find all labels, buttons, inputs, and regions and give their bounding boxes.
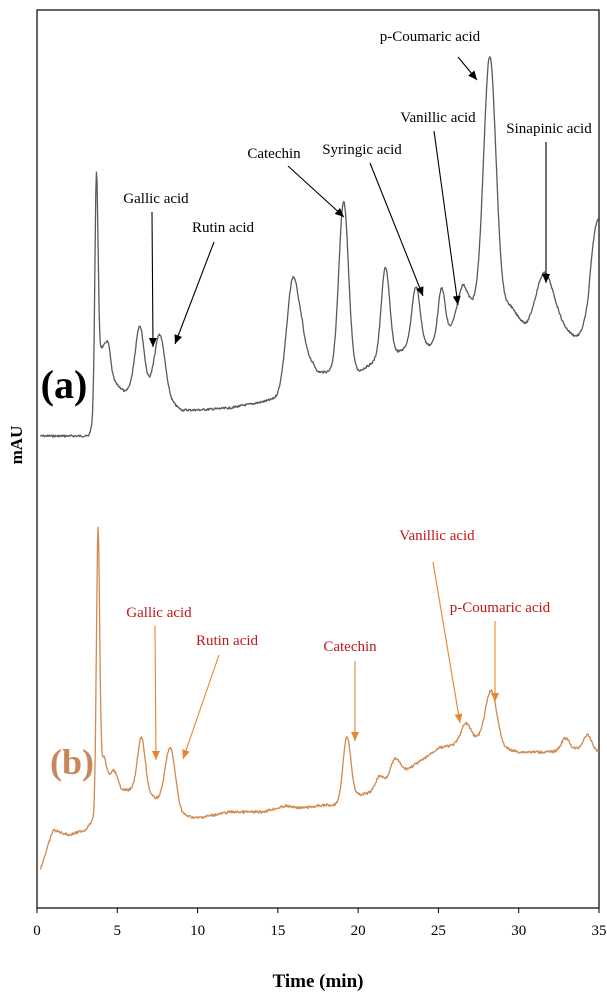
x-axis-label: Time (min) xyxy=(273,971,364,992)
panel-letter-a: (a) xyxy=(41,362,88,407)
annotation-arrowhead xyxy=(351,732,359,741)
annotation-arrow-line xyxy=(151,211,154,348)
annotation-arrow-line xyxy=(174,241,215,345)
annotation-arrowhead xyxy=(542,274,550,283)
x-tick-label: 35 xyxy=(592,923,607,939)
b-label-rutin-acid: Rutin acid xyxy=(196,633,259,649)
b-annotation-rutin-acid: Rutin acid xyxy=(182,633,259,760)
a-annotation-sinapinic-acid: Sinapinic acid xyxy=(506,121,592,283)
a-label-catechin: Catechin xyxy=(247,146,301,162)
x-tick-label: 20 xyxy=(351,923,366,939)
annotation-arrowhead xyxy=(468,70,477,80)
annotation-arrow-line xyxy=(433,130,459,306)
trace-a xyxy=(40,56,600,438)
b-label-vanillic-acid: Vanillic acid xyxy=(399,528,475,544)
annotation-arrow-line xyxy=(369,162,424,297)
y-axis-label: mAU xyxy=(7,426,26,465)
trace-b xyxy=(39,526,600,870)
annotation-arrowhead xyxy=(182,749,190,759)
a-annotation-vanillic-acid: Vanillic acid xyxy=(400,110,476,306)
a-annotation-syringic-acid: Syringic acid xyxy=(322,142,424,297)
annotation-arrow-line xyxy=(287,165,345,218)
b-annotation-vanillic-acid: Vanillic acid xyxy=(399,528,475,724)
a-label-syringic-acid: Syringic acid xyxy=(322,142,402,158)
annotation-arrowhead xyxy=(174,334,182,344)
x-tick-label: 5 xyxy=(114,923,122,939)
b-annotation-gallic-acid: Gallic acid xyxy=(126,605,192,761)
annotation-arrow-line xyxy=(154,625,157,761)
a-annotation-catechin: Catechin xyxy=(247,146,345,218)
annotation-arrow-line xyxy=(182,654,220,760)
b-label-catechin: Catechin xyxy=(323,639,377,655)
annotation-arrowhead xyxy=(491,693,499,702)
annotation-arrowhead xyxy=(334,208,344,217)
x-tick-label: 10 xyxy=(190,923,205,939)
a-label-sinapinic-acid: Sinapinic acid xyxy=(506,121,592,137)
annotation-arrowhead xyxy=(454,713,463,723)
a-label-p-coumaric-acid: p-Coumaric acid xyxy=(380,29,481,45)
x-tick-label: 30 xyxy=(511,923,526,939)
b-annotation-p-coumaric-acid: p-Coumaric acid xyxy=(450,600,551,702)
annotation-arrowhead xyxy=(452,295,461,305)
x-tick-label: 15 xyxy=(270,923,285,939)
a-label-gallic-acid: Gallic acid xyxy=(123,191,189,207)
b-annotation-catechin: Catechin xyxy=(323,639,377,741)
plot-frame xyxy=(36,9,600,909)
panel-letter-b: (b) xyxy=(50,742,94,782)
a-label-rutin-acid: Rutin acid xyxy=(192,220,255,236)
x-tick-label: 25 xyxy=(431,923,446,939)
x-tick-label: 0 xyxy=(33,923,41,939)
b-label-p-coumaric-acid: p-Coumaric acid xyxy=(450,600,551,616)
a-annotation-gallic-acid: Gallic acid xyxy=(123,191,189,348)
b-label-gallic-acid: Gallic acid xyxy=(126,605,192,621)
a-annotation-p-coumaric-acid: p-Coumaric acid xyxy=(380,29,481,81)
annotation-arrowhead xyxy=(148,338,157,347)
a-label-vanillic-acid: Vanillic acid xyxy=(400,110,476,126)
annotation-arrow-line xyxy=(432,561,461,724)
annotation-arrowhead xyxy=(151,751,160,760)
a-annotation-rutin-acid: Rutin acid xyxy=(174,220,255,345)
annotation-arrowhead xyxy=(416,286,424,296)
